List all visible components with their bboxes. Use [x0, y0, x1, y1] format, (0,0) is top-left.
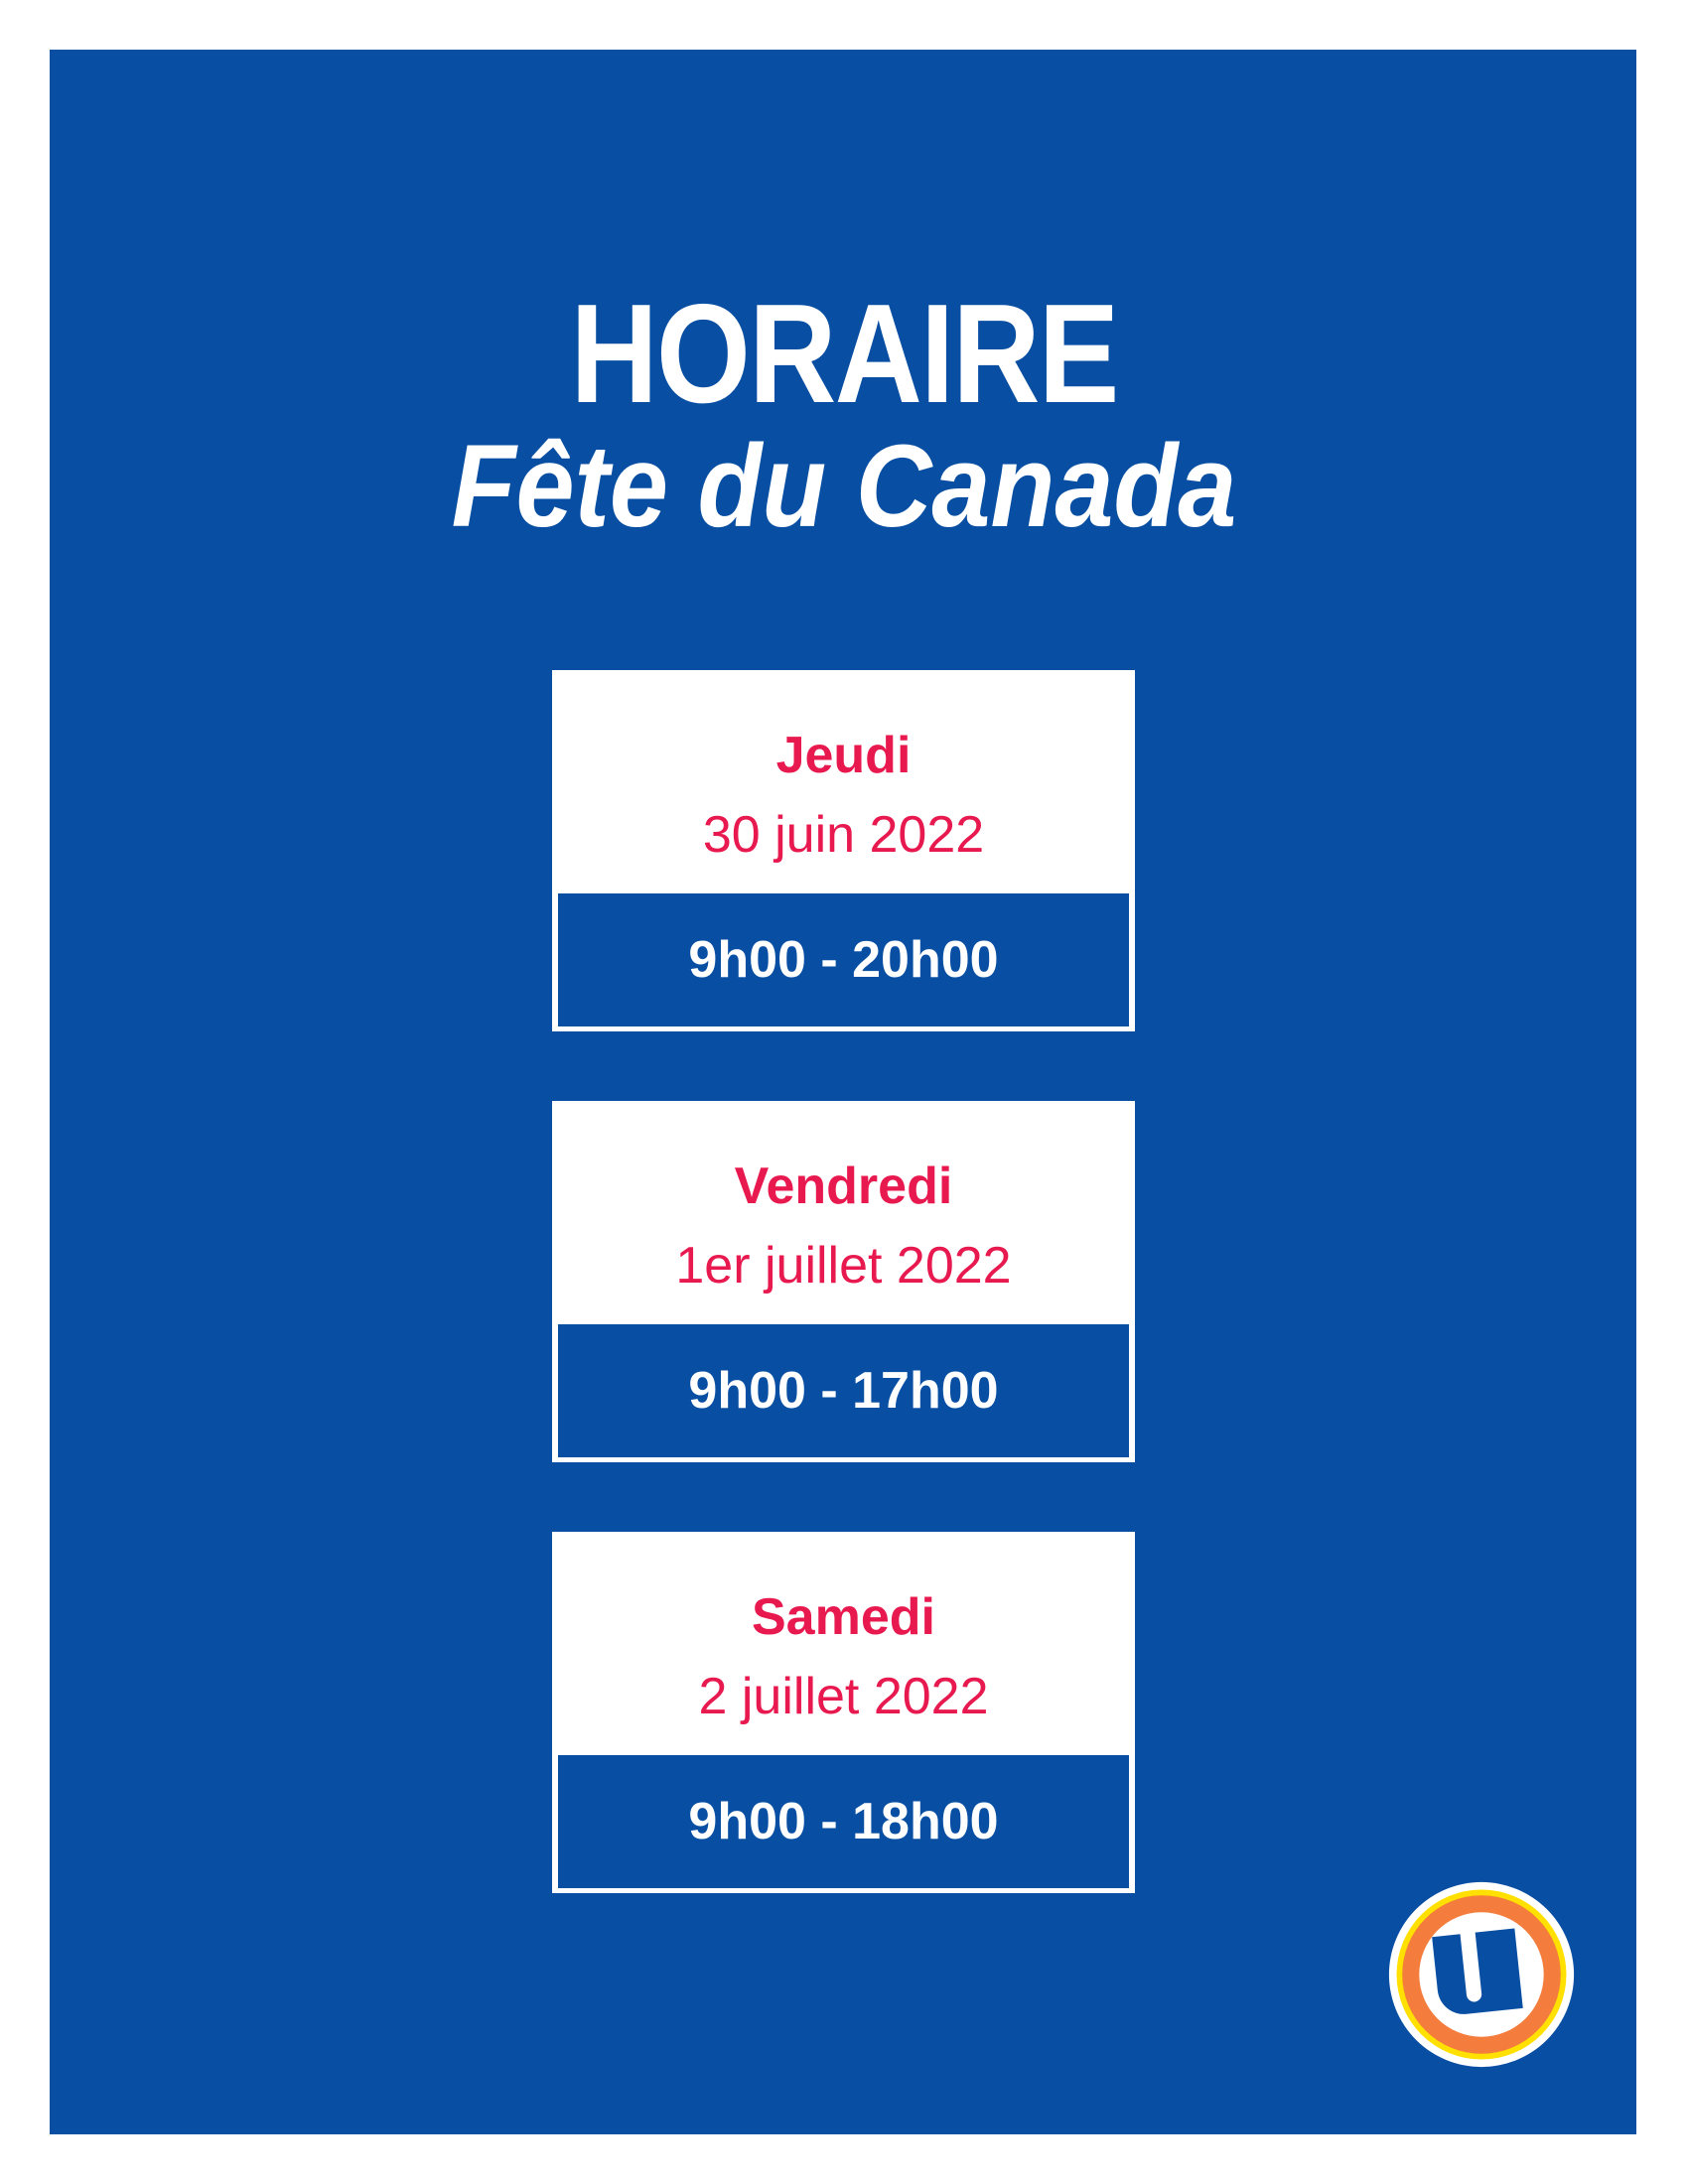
hours-label: 9h00 - 20h00 [558, 893, 1129, 1026]
date-label: 30 juin 2022 [702, 806, 985, 864]
date-label: 1er juillet 2022 [675, 1237, 1012, 1295]
page-subtitle: Fête du Canada [451, 421, 1237, 552]
day-label: Vendredi [734, 1158, 953, 1215]
page-title: HORAIRE [570, 275, 1119, 433]
day-label: Jeudi [775, 727, 912, 784]
hours-label: 9h00 - 18h00 [558, 1755, 1129, 1888]
brand-logo-icon [1388, 1881, 1575, 2068]
schedule-card: Samedi 2 juillet 2022 9h00 - 18h00 [552, 1532, 1135, 1893]
schedule-card: Vendredi 1er juillet 2022 9h00 - 17h00 [552, 1101, 1135, 1462]
day-label: Samedi [752, 1588, 935, 1646]
schedule-card: Jeudi 30 juin 2022 9h00 - 20h00 [552, 670, 1135, 1031]
hours-label: 9h00 - 17h00 [558, 1324, 1129, 1457]
date-label: 2 juillet 2022 [698, 1668, 989, 1725]
